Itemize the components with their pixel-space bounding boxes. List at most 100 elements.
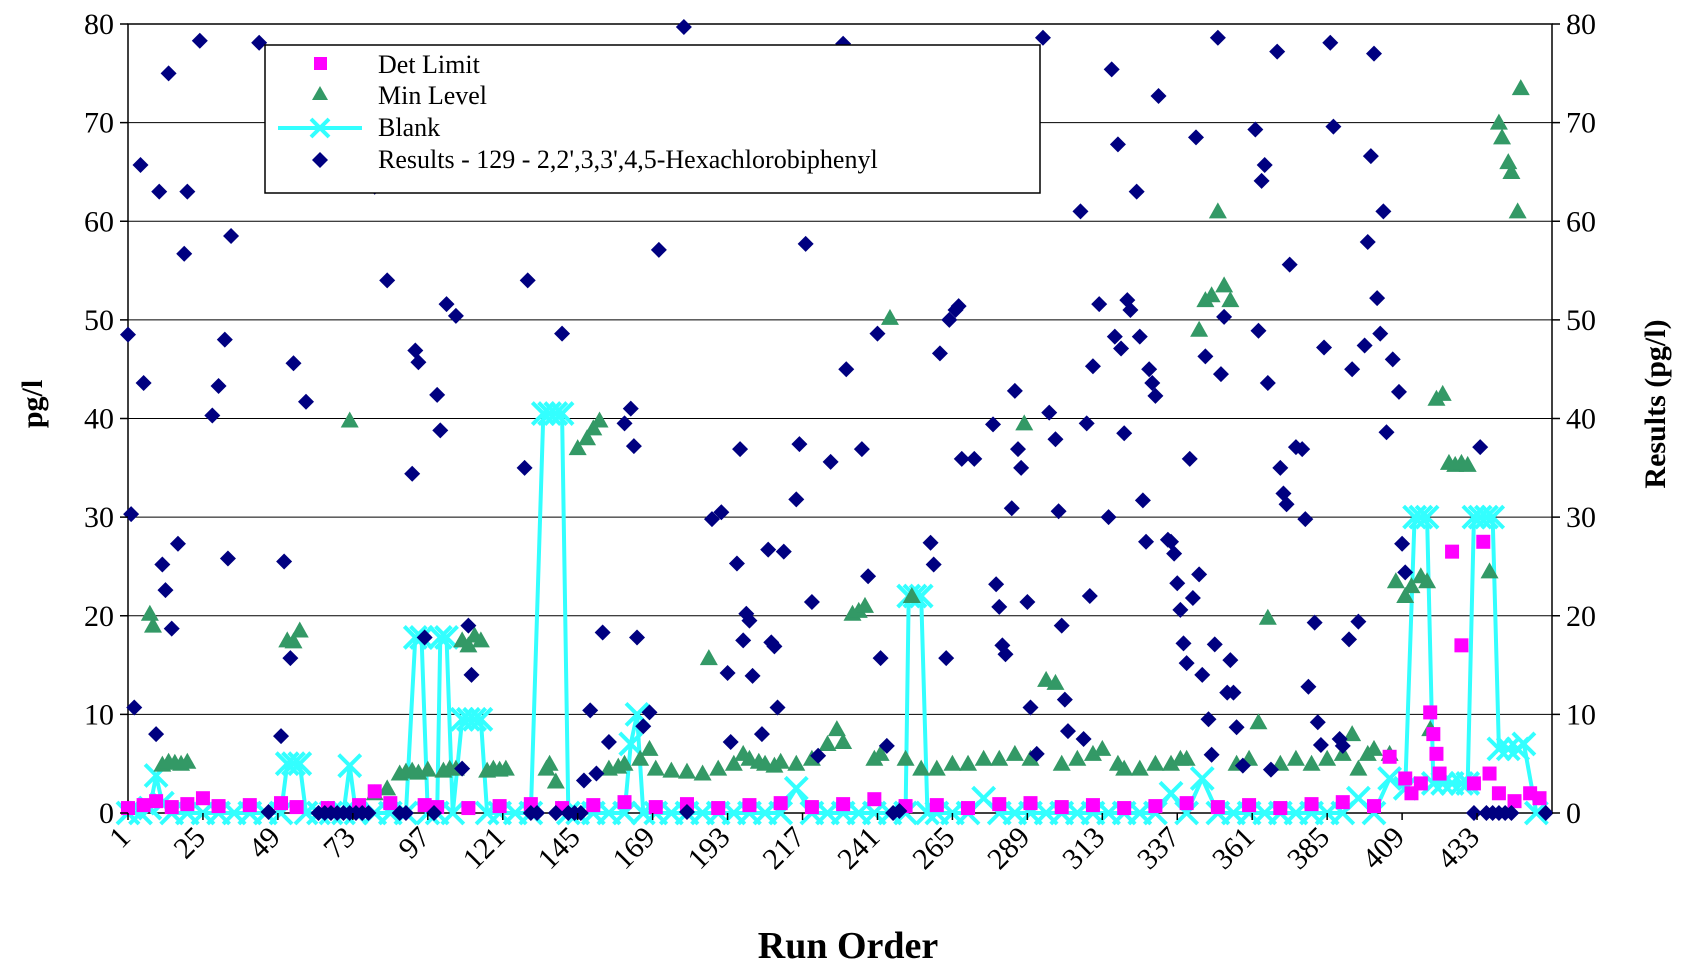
min-level-point — [896, 749, 915, 766]
results-point — [988, 576, 1005, 593]
results-point — [1294, 441, 1311, 458]
x-axis-title: Run Order — [758, 925, 939, 967]
min-level-point — [1343, 725, 1362, 742]
det-limit-point — [617, 795, 632, 810]
results-point — [1465, 805, 1482, 821]
det-limit-point — [1466, 776, 1481, 791]
min-level-point — [496, 759, 515, 776]
min-level-point — [1093, 739, 1112, 756]
results-point — [1206, 636, 1223, 653]
results-point — [251, 34, 268, 51]
results-point — [554, 325, 571, 342]
blank-point — [768, 800, 794, 826]
blank-point — [281, 751, 306, 777]
det-limit-point — [1179, 796, 1194, 811]
results-point — [744, 667, 761, 684]
results-point — [1359, 233, 1376, 250]
x-tick-label: 433 — [1431, 821, 1486, 876]
det-limit-point — [1398, 771, 1413, 786]
results-point — [713, 504, 730, 521]
y-tick-label-left: 10 — [84, 698, 114, 731]
results-point — [1138, 533, 1155, 550]
results-point — [931, 345, 948, 362]
results-point — [519, 272, 536, 289]
results-point — [1209, 29, 1226, 46]
results-point — [719, 664, 736, 681]
det-limit-point — [1117, 801, 1132, 816]
det-limit-point — [417, 798, 432, 813]
results-point — [154, 556, 171, 573]
results-point — [1022, 699, 1039, 716]
min-level-point — [1318, 749, 1337, 766]
results-point — [1203, 746, 1220, 763]
x-tick-label: 121 — [457, 821, 512, 876]
det-limit-point — [1273, 801, 1288, 816]
results-point — [1253, 172, 1270, 189]
results-point — [463, 666, 480, 683]
results-point — [1047, 431, 1064, 448]
results-point — [572, 805, 589, 821]
series-layer — [115, 18, 1554, 826]
det-limit-point — [211, 799, 226, 814]
min-level-point — [1162, 754, 1181, 771]
results-point — [1228, 719, 1245, 736]
min-level-point — [1349, 759, 1368, 776]
det-limit-point — [961, 801, 976, 816]
results-point — [1269, 43, 1286, 60]
results-point — [204, 407, 221, 424]
legend-label-results: Results - 129 - 2,2',3,3',4,5-Hexachloro… — [378, 145, 878, 174]
x-tick-label: 289 — [981, 821, 1036, 876]
results-point — [622, 400, 639, 417]
results-point — [891, 803, 908, 820]
det-limit-point — [1432, 766, 1447, 781]
results-point — [741, 612, 758, 629]
results-point — [722, 733, 739, 750]
results-point — [872, 650, 889, 667]
min-level-point — [284, 632, 303, 649]
blank-point — [618, 731, 644, 757]
results-point — [1178, 655, 1195, 672]
results-point — [1147, 387, 1164, 404]
results-point — [810, 747, 827, 764]
det-limit-point — [180, 797, 195, 812]
det-limit-point — [1054, 800, 1069, 815]
results-point — [1344, 361, 1361, 378]
min-level-point — [834, 732, 853, 749]
results-point — [447, 307, 464, 324]
det-limit-point — [1382, 749, 1397, 764]
y-tick-label-right: 20 — [1566, 600, 1596, 633]
results-point — [260, 804, 277, 821]
min-level-point — [178, 752, 197, 769]
min-level-point — [1302, 754, 1321, 771]
results-point — [600, 733, 617, 750]
results-point — [1300, 678, 1317, 695]
min-level-point — [378, 779, 397, 796]
blank-point — [427, 625, 453, 650]
results-point — [735, 632, 752, 649]
blank-point — [440, 800, 466, 826]
results-point — [1334, 737, 1351, 754]
results-point — [769, 699, 786, 716]
det-limit-point — [1242, 798, 1257, 813]
min-level-point — [943, 754, 962, 771]
results-point — [1191, 566, 1208, 583]
results-point — [635, 718, 652, 735]
results-point — [410, 354, 427, 371]
results-point — [179, 183, 196, 200]
min-level-point — [1046, 673, 1065, 690]
results-point — [1041, 404, 1058, 421]
min-level-point — [974, 749, 993, 766]
results-point — [1169, 575, 1186, 592]
det-limit-point — [836, 797, 851, 812]
y-axis-title-right: Results (pg/l) — [1639, 319, 1672, 488]
blank-point — [1523, 800, 1549, 826]
results-point — [1378, 424, 1395, 441]
results-point — [1350, 613, 1367, 630]
results-point — [1106, 328, 1123, 345]
results-point — [1113, 340, 1130, 357]
results-point — [1366, 45, 1382, 62]
results-point — [675, 18, 692, 35]
det-limit-point — [1532, 791, 1547, 806]
min-level-point — [902, 587, 921, 604]
blank-point — [549, 401, 575, 426]
